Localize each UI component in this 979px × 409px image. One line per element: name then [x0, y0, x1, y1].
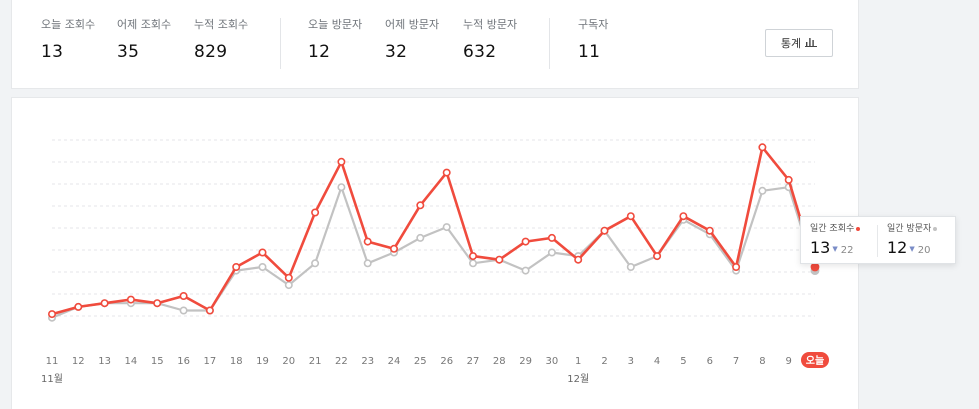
stat-value: 35 — [117, 42, 140, 62]
stats-summary-card: 오늘 조회수 13 어제 조회수 35 누적 조회수 829 오늘 방문자 12… — [11, 0, 859, 89]
tooltip-views-value: 13 — [810, 238, 831, 257]
visitors-legend-dot — [933, 226, 938, 231]
today-views-stat: 오늘 조회수 13 — [41, 18, 95, 62]
tooltip-visitors-value: 12 — [887, 238, 908, 257]
stat-value: 32 — [385, 42, 408, 62]
stat-value: 632 — [463, 42, 497, 62]
stat-label: 오늘 방문자 — [308, 18, 363, 31]
total-visitors-stat: 누적 방문자 632 — [463, 18, 517, 62]
stat-label: 어제 조회수 — [117, 18, 172, 31]
yesterday-views-stat: 어제 조회수 35 — [117, 18, 171, 62]
stat-value: 11 — [578, 42, 601, 62]
stat-value: 12 — [308, 42, 331, 62]
stat-label: 구독자 — [578, 18, 609, 31]
chart-tooltip: 일간 조회수 13 ▼ 22 일간 방문자 12 ▼ 20 — [800, 216, 956, 264]
tooltip-views-delta: 22 — [840, 245, 854, 256]
stat-value: 13 — [41, 42, 64, 62]
tooltip-visitors-label: 일간 방문자 — [887, 224, 932, 234]
stat-label: 오늘 조회수 — [41, 18, 96, 31]
decrease-arrow-icon: ▼ — [832, 245, 838, 253]
decrease-arrow-icon: ▼ — [909, 245, 915, 253]
stat-label: 누적 조회수 — [194, 18, 249, 31]
daily-stats-chart-card — [11, 97, 859, 409]
subscribers-stat: 구독자 11 — [578, 18, 608, 62]
stat-label: 누적 방문자 — [463, 18, 518, 31]
today-visitors-stat: 오늘 방문자 12 — [308, 18, 362, 62]
yesterday-visitors-stat: 어제 방문자 32 — [385, 18, 439, 62]
stats-divider — [549, 18, 550, 69]
bar-chart-icon — [805, 36, 818, 50]
total-views-stat: 누적 조회수 829 — [194, 18, 248, 62]
stats-button-label: 통계 — [780, 37, 802, 50]
stat-value: 829 — [194, 42, 228, 62]
tooltip-views-label: 일간 조회수 — [810, 224, 855, 234]
stats-button[interactable]: 통계 — [765, 29, 833, 57]
tooltip-visitors-delta: 20 — [917, 245, 931, 256]
tooltip-visitors: 일간 방문자 12 ▼ 20 — [887, 224, 938, 261]
stat-label: 어제 방문자 — [385, 18, 440, 31]
tooltip-divider — [877, 225, 878, 257]
tooltip-views: 일간 조회수 13 ▼ 22 — [810, 224, 861, 261]
stats-divider — [280, 18, 281, 69]
views-legend-dot — [856, 226, 861, 231]
